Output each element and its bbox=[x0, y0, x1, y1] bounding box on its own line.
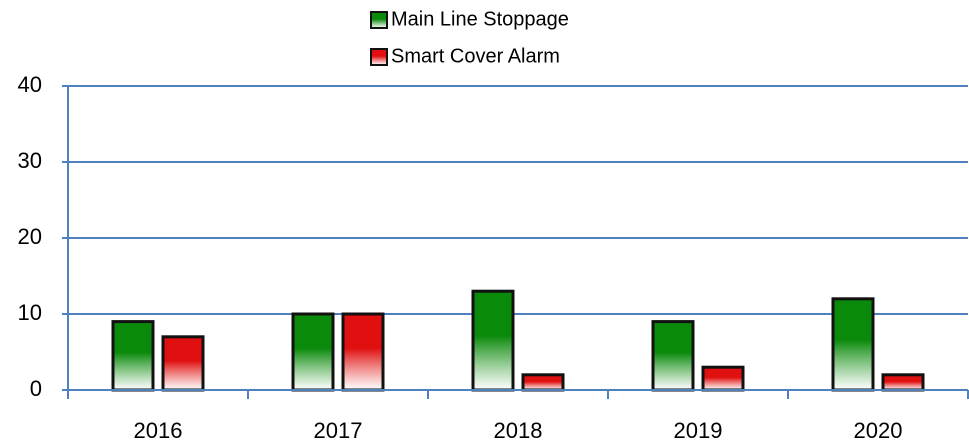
y-tick-label: 20 bbox=[18, 224, 42, 249]
bar bbox=[471, 289, 515, 392]
x-tick-label: 2018 bbox=[494, 418, 543, 443]
y-tick-label: 0 bbox=[30, 376, 42, 401]
bar bbox=[341, 312, 385, 392]
y-tick-label: 30 bbox=[18, 148, 42, 173]
bar bbox=[881, 373, 925, 392]
x-tick-label: 2017 bbox=[314, 418, 363, 443]
x-tick-label: 2019 bbox=[674, 418, 723, 443]
y-tick-label: 10 bbox=[18, 300, 42, 325]
legend-label: Main Line Stoppage bbox=[391, 8, 569, 30]
bar bbox=[651, 320, 695, 392]
y-tick-label: 40 bbox=[18, 72, 42, 97]
bar bbox=[291, 312, 335, 392]
x-tick-label: 2020 bbox=[854, 418, 903, 443]
legend-label: Smart Cover Alarm bbox=[391, 45, 560, 67]
legend-swatch bbox=[370, 48, 388, 66]
bar bbox=[521, 373, 565, 392]
bar bbox=[161, 335, 205, 392]
bar bbox=[111, 320, 155, 392]
x-tick-label: 2016 bbox=[134, 418, 183, 443]
legend-swatch bbox=[370, 11, 388, 29]
bar bbox=[831, 297, 875, 392]
bar bbox=[701, 365, 745, 392]
